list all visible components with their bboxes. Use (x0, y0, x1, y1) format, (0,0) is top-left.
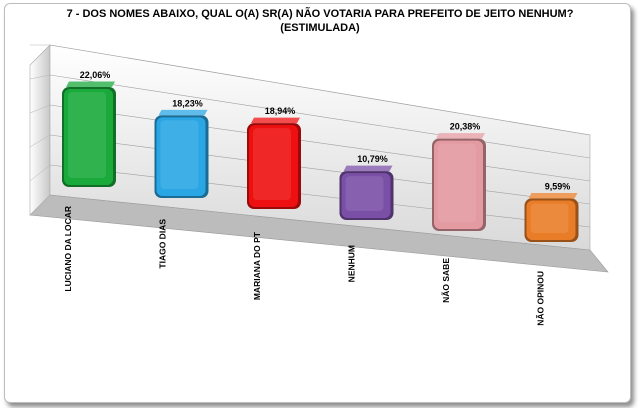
bar-top-face (343, 165, 393, 172)
category-labels-group: LUCIANO DA LOCAR TIAGO DIAS MARIANA DO PT N… (63, 206, 546, 326)
bar-highlight (68, 92, 106, 178)
data-label: 9,59% (545, 182, 571, 192)
category-label: NÃO SABE (441, 258, 451, 303)
data-label: 18,23% (172, 98, 203, 108)
gridline (49, 44, 591, 136)
side-gridline (29, 164, 51, 182)
bar-top-face (251, 117, 300, 124)
bar (247, 117, 301, 209)
gridline (49, 134, 591, 205)
bar-highlight (530, 203, 569, 233)
gridline (49, 164, 591, 228)
bar-top-face (158, 109, 208, 116)
bar (339, 165, 394, 220)
bar (62, 81, 116, 187)
bar-top-face (528, 193, 578, 199)
bar-highlight (160, 120, 199, 189)
bar (432, 133, 486, 231)
chart-title: 7 - DOS NOMES ABAIXO, QUAL O(A) SR(A) NÃ… (0, 7, 640, 35)
chart-title-line2: (ESTIMULADA) (280, 22, 360, 34)
plot-side-wall (29, 44, 51, 216)
bars-group (62, 81, 579, 242)
bar-highlight (253, 128, 291, 200)
plot-background (29, 44, 609, 273)
bar (154, 109, 209, 198)
category-label: NÃO OPINOU (536, 271, 546, 326)
gridline (49, 194, 591, 251)
data-labels-group: 22,06% 18,23% 18,94% 10,79% 20,38% 9,59% (80, 70, 571, 192)
side-gridline (29, 134, 51, 148)
category-label: LUCIANO DA LOCAR (63, 206, 73, 292)
bar-highlight (345, 176, 384, 211)
data-label: 10,79% (357, 154, 388, 164)
chart-title-line1: 7 - DOS NOMES ABAIXO, QUAL O(A) SR(A) NÃ… (66, 8, 574, 20)
bar (524, 193, 579, 242)
gridline (49, 74, 591, 159)
gridline (49, 104, 591, 182)
category-label: MARIANA DO PT (252, 231, 262, 300)
side-gridline (29, 74, 51, 80)
data-label: 20,38% (450, 122, 481, 132)
bar-highlight (438, 143, 476, 222)
side-gridline (29, 194, 51, 216)
bar-top-face (66, 81, 115, 87)
category-label: TIAGO DIAS (158, 219, 168, 269)
side-gridline (29, 104, 51, 114)
data-label: 18,94% (265, 106, 296, 116)
data-label: 22,06% (80, 70, 111, 80)
category-label: NENHUM (347, 245, 357, 282)
bar-top-face (436, 133, 485, 139)
